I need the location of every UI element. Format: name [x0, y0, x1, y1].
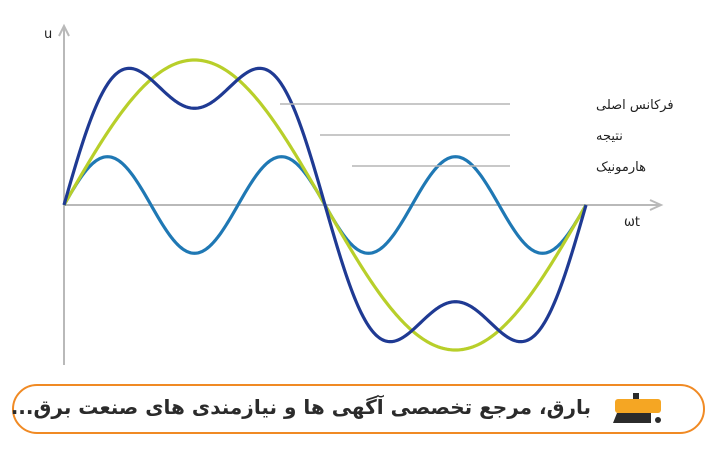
series-line-1: [62, 66, 588, 344]
y-axis-symbol: u: [44, 27, 52, 42]
legend-label-0: فرکانس اصلی: [596, 98, 674, 113]
chart: u ωt فرکانس اصلی نتیجه هارمونیک: [44, 23, 674, 365]
legend-label-1: نتیجه: [596, 129, 623, 144]
promo-banner[interactable]: بارق، مرجع تخصصی آگهی ها و نیازمندی های …: [10, 384, 705, 434]
baregh-logo: [613, 393, 661, 423]
legend-leader-lines: [280, 103, 510, 167]
x-axis-arrow: [649, 199, 664, 211]
x-axis-symbol: ωt: [624, 215, 640, 230]
y-axis-arrow: [58, 23, 70, 37]
legend-labels: فرکانس اصلی نتیجه هارمونیک: [596, 98, 674, 175]
axes: u ωt: [44, 23, 664, 365]
legend-label-2: هارمونیک: [596, 160, 646, 175]
banner-text: بارق، مرجع تخصصی آگهی ها و نیازمندی های …: [10, 395, 591, 419]
series-curves: [62, 58, 588, 352]
